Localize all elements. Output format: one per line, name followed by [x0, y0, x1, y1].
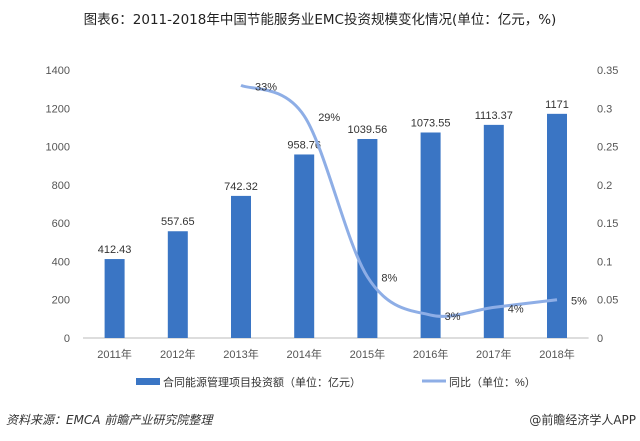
left-axis-tick: 200 [52, 295, 70, 307]
bar [167, 231, 188, 338]
left-axis-tick: 1400 [46, 65, 70, 77]
bar [547, 113, 567, 338]
bar-data-label: 742.32 [224, 181, 258, 193]
right-axis-tick: 0.05 [597, 295, 618, 307]
left-axis-tick: 0 [64, 333, 70, 345]
line-data-label: 8% [381, 273, 397, 285]
left-axis-tick: 400 [52, 256, 70, 268]
credit: @前瞻经济学人APP [529, 413, 636, 427]
bar-data-label: 1113.37 [475, 110, 513, 122]
bar-data-label: 958.76 [287, 139, 321, 151]
x-axis-tick: 2017年 [476, 347, 511, 361]
line-data-label: 3% [445, 311, 461, 323]
line-data-label: 4% [508, 303, 524, 315]
chart-title: 图表6：2011-2018年中国节能服务业EMC投资规模变化情况(单位：亿元，%… [83, 12, 557, 28]
line-data-label: 5% [571, 296, 587, 308]
bar-data-label: 1039.56 [348, 124, 388, 136]
left-axis-tick: 800 [52, 180, 70, 192]
legend-bar-label: 合同能源管理项目投资额（单位：亿元） [163, 375, 361, 389]
x-axis-tick: 2016年 [413, 347, 448, 361]
source-note: 资料来源：EMCA 前瞻产业研究院整理 [6, 413, 213, 427]
x-axis-tick: 2015年 [350, 347, 385, 361]
line-data-label: 29% [318, 112, 340, 124]
x-axis-tick: 2014年 [286, 347, 321, 361]
bar-data-label: 1073.55 [411, 117, 451, 129]
bar-data-label: 557.65 [161, 216, 195, 228]
legend-bar-swatch [136, 378, 160, 385]
left-axis-tick: 1000 [46, 142, 70, 154]
legend-line-label: 同比（单位：%） [449, 375, 536, 389]
bar [483, 124, 504, 338]
x-axis-tick: 2018年 [539, 347, 574, 361]
right-axis-tick: 0 [597, 333, 603, 345]
bar-data-label: 1171 [545, 99, 569, 111]
bar [420, 132, 441, 338]
left-axis-tick: 1200 [46, 103, 70, 115]
line-data-label: 33% [255, 81, 277, 93]
right-axis-tick: 0.25 [597, 142, 618, 154]
bar [231, 195, 251, 338]
bar [104, 259, 125, 338]
bar-data-label: 412.43 [98, 244, 132, 256]
left-axis-tick: 600 [52, 218, 70, 230]
right-axis-tick: 0.35 [597, 65, 618, 77]
yoy-line [240, 83, 558, 318]
right-axis-tick: 0.2 [597, 180, 612, 192]
bar [294, 154, 315, 338]
x-axis-tick: 2011年 [97, 347, 132, 361]
x-axis-tick: 2012年 [160, 347, 195, 361]
right-axis-tick: 0.3 [597, 103, 612, 115]
x-axis-tick: 2013年 [223, 347, 258, 361]
right-axis-tick: 0.15 [597, 218, 618, 230]
bar [357, 138, 378, 338]
right-axis-tick: 0.1 [597, 256, 612, 268]
